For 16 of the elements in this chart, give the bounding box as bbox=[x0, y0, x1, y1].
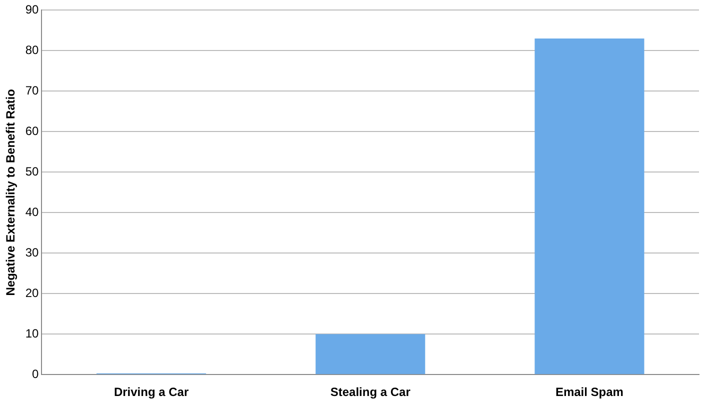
x-tick-label: Email Spam bbox=[555, 385, 624, 400]
y-tick-label: 90 bbox=[25, 2, 40, 17]
y-tick-label: 60 bbox=[25, 124, 40, 138]
x-tick-label: Driving a Car bbox=[114, 385, 189, 400]
x-tick-label: Stealing a Car bbox=[330, 385, 411, 400]
y-tick-label: 40 bbox=[25, 204, 40, 219]
bar bbox=[316, 334, 426, 374]
y-tick-label: 30 bbox=[25, 245, 40, 260]
y-tick-label: 0 bbox=[32, 366, 40, 381]
y-tick-label: 50 bbox=[25, 164, 40, 178]
y-tick-label: 10 bbox=[25, 326, 40, 340]
y-axis-title: Negative Externality to Benefit Ratio bbox=[4, 89, 18, 296]
y-tick-label: 20 bbox=[25, 286, 40, 300]
y-tick-label: 70 bbox=[25, 83, 40, 98]
bar bbox=[534, 38, 644, 374]
y-tick-label: 80 bbox=[25, 43, 40, 57]
